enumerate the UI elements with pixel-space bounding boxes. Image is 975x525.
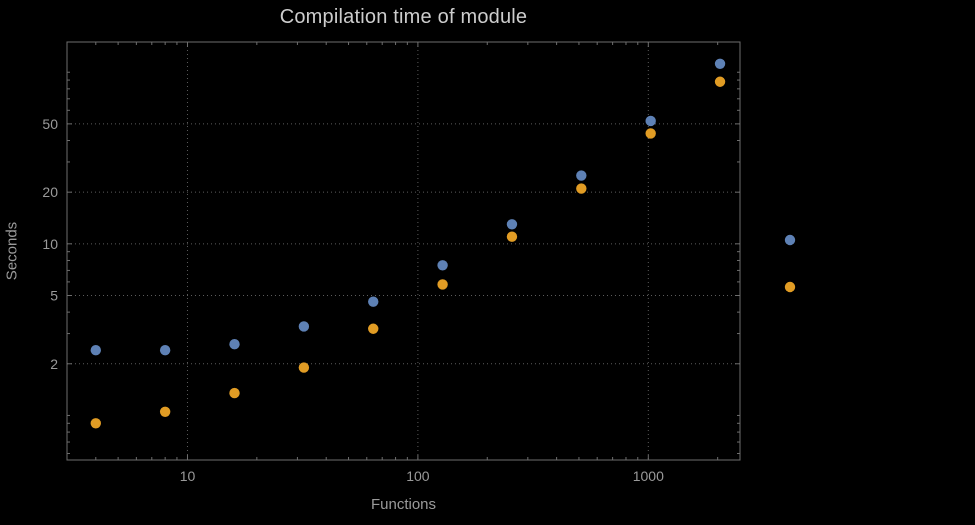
- point-orange: [506, 231, 518, 242]
- legend-marker-blue: [784, 234, 796, 246]
- point-blue: [714, 58, 726, 69]
- point-orange: [645, 128, 656, 139]
- legend: [784, 234, 796, 293]
- point-orange: [159, 406, 171, 418]
- point-orange: [437, 279, 448, 290]
- point-blue: [576, 170, 587, 181]
- point-orange: [576, 183, 587, 194]
- point-blue: [298, 321, 310, 332]
- point-orange: [229, 387, 240, 399]
- point-orange: [714, 76, 726, 87]
- point-blue: [159, 344, 171, 356]
- chart-title: Compilation time of module: [279, 6, 528, 28]
- tick-labels: 10 100 1000 2 5 10 20 50: [42, 116, 664, 484]
- x-tick-label: 100: [406, 468, 430, 484]
- point-orange: [298, 362, 310, 373]
- y-tick-label: 2: [50, 356, 58, 372]
- plot-frame-border: [66, 41, 741, 461]
- point-orange: [90, 418, 101, 429]
- point-blue: [437, 260, 448, 271]
- point-orange: [368, 323, 379, 334]
- point-blue: [229, 339, 240, 350]
- x-tick-label: 1000: [633, 468, 664, 484]
- point-blue: [506, 219, 518, 230]
- x-axis-title: Functions: [370, 496, 437, 513]
- y-tick-label: 50: [42, 116, 58, 132]
- gridlines: [67, 42, 740, 460]
- y-tick-label: 10: [42, 236, 58, 252]
- legend-marker-orange: [784, 281, 796, 293]
- plot-frame: [66, 41, 741, 461]
- point-blue: [645, 115, 656, 127]
- point-blue: [90, 344, 101, 356]
- point-blue: [368, 296, 379, 307]
- data-points: [90, 58, 726, 429]
- y-tick-label: 20: [42, 184, 58, 200]
- y-tick-label: 5: [50, 287, 58, 303]
- x-tick-label: 10: [180, 468, 196, 484]
- tick-marks: [67, 42, 740, 460]
